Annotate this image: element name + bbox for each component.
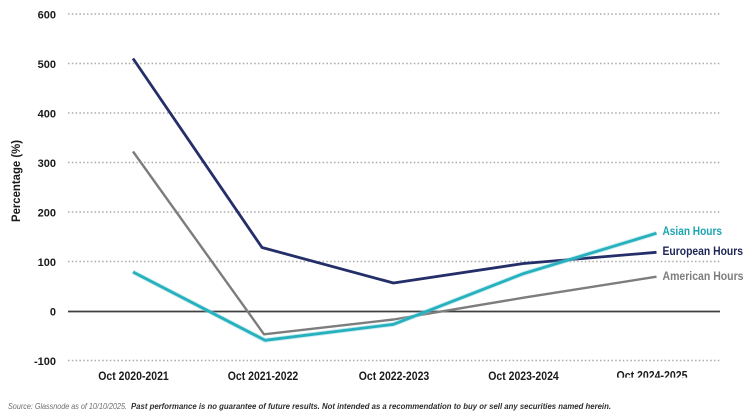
svg-text:300: 300 [38,158,56,170]
svg-text:European Hours: European Hours [663,246,744,258]
svg-text:100: 100 [38,257,56,269]
svg-text:Oct 2024-2025: Oct 2024-2025 [617,369,688,383]
svg-text:Oct 2020-2021: Oct 2020-2021 [98,369,169,383]
svg-text:200: 200 [38,208,56,220]
svg-text:600: 600 [38,10,56,22]
svg-text:Asian Hours: Asian Hours [663,226,723,238]
svg-text:500: 500 [38,59,56,71]
svg-text:Percentage (%): Percentage (%) [11,140,23,222]
svg-text:Oct 2021-2022: Oct 2021-2022 [228,369,299,383]
svg-text:0: 0 [50,307,56,319]
svg-text:American Hours: American Hours [663,271,744,283]
svg-text:Past performance is no guarant: Past performance is no guarantee of futu… [131,401,611,411]
svg-text:400: 400 [38,109,56,121]
svg-text:Source: Glassnode as of 10/10/: Source: Glassnode as of 10/10/2025. [8,401,127,411]
svg-text:-100: -100 [34,356,56,368]
svg-text:Oct 2022-2023: Oct 2022-2023 [359,369,430,383]
svg-text:Oct 2023-2024: Oct 2023-2024 [488,369,559,383]
